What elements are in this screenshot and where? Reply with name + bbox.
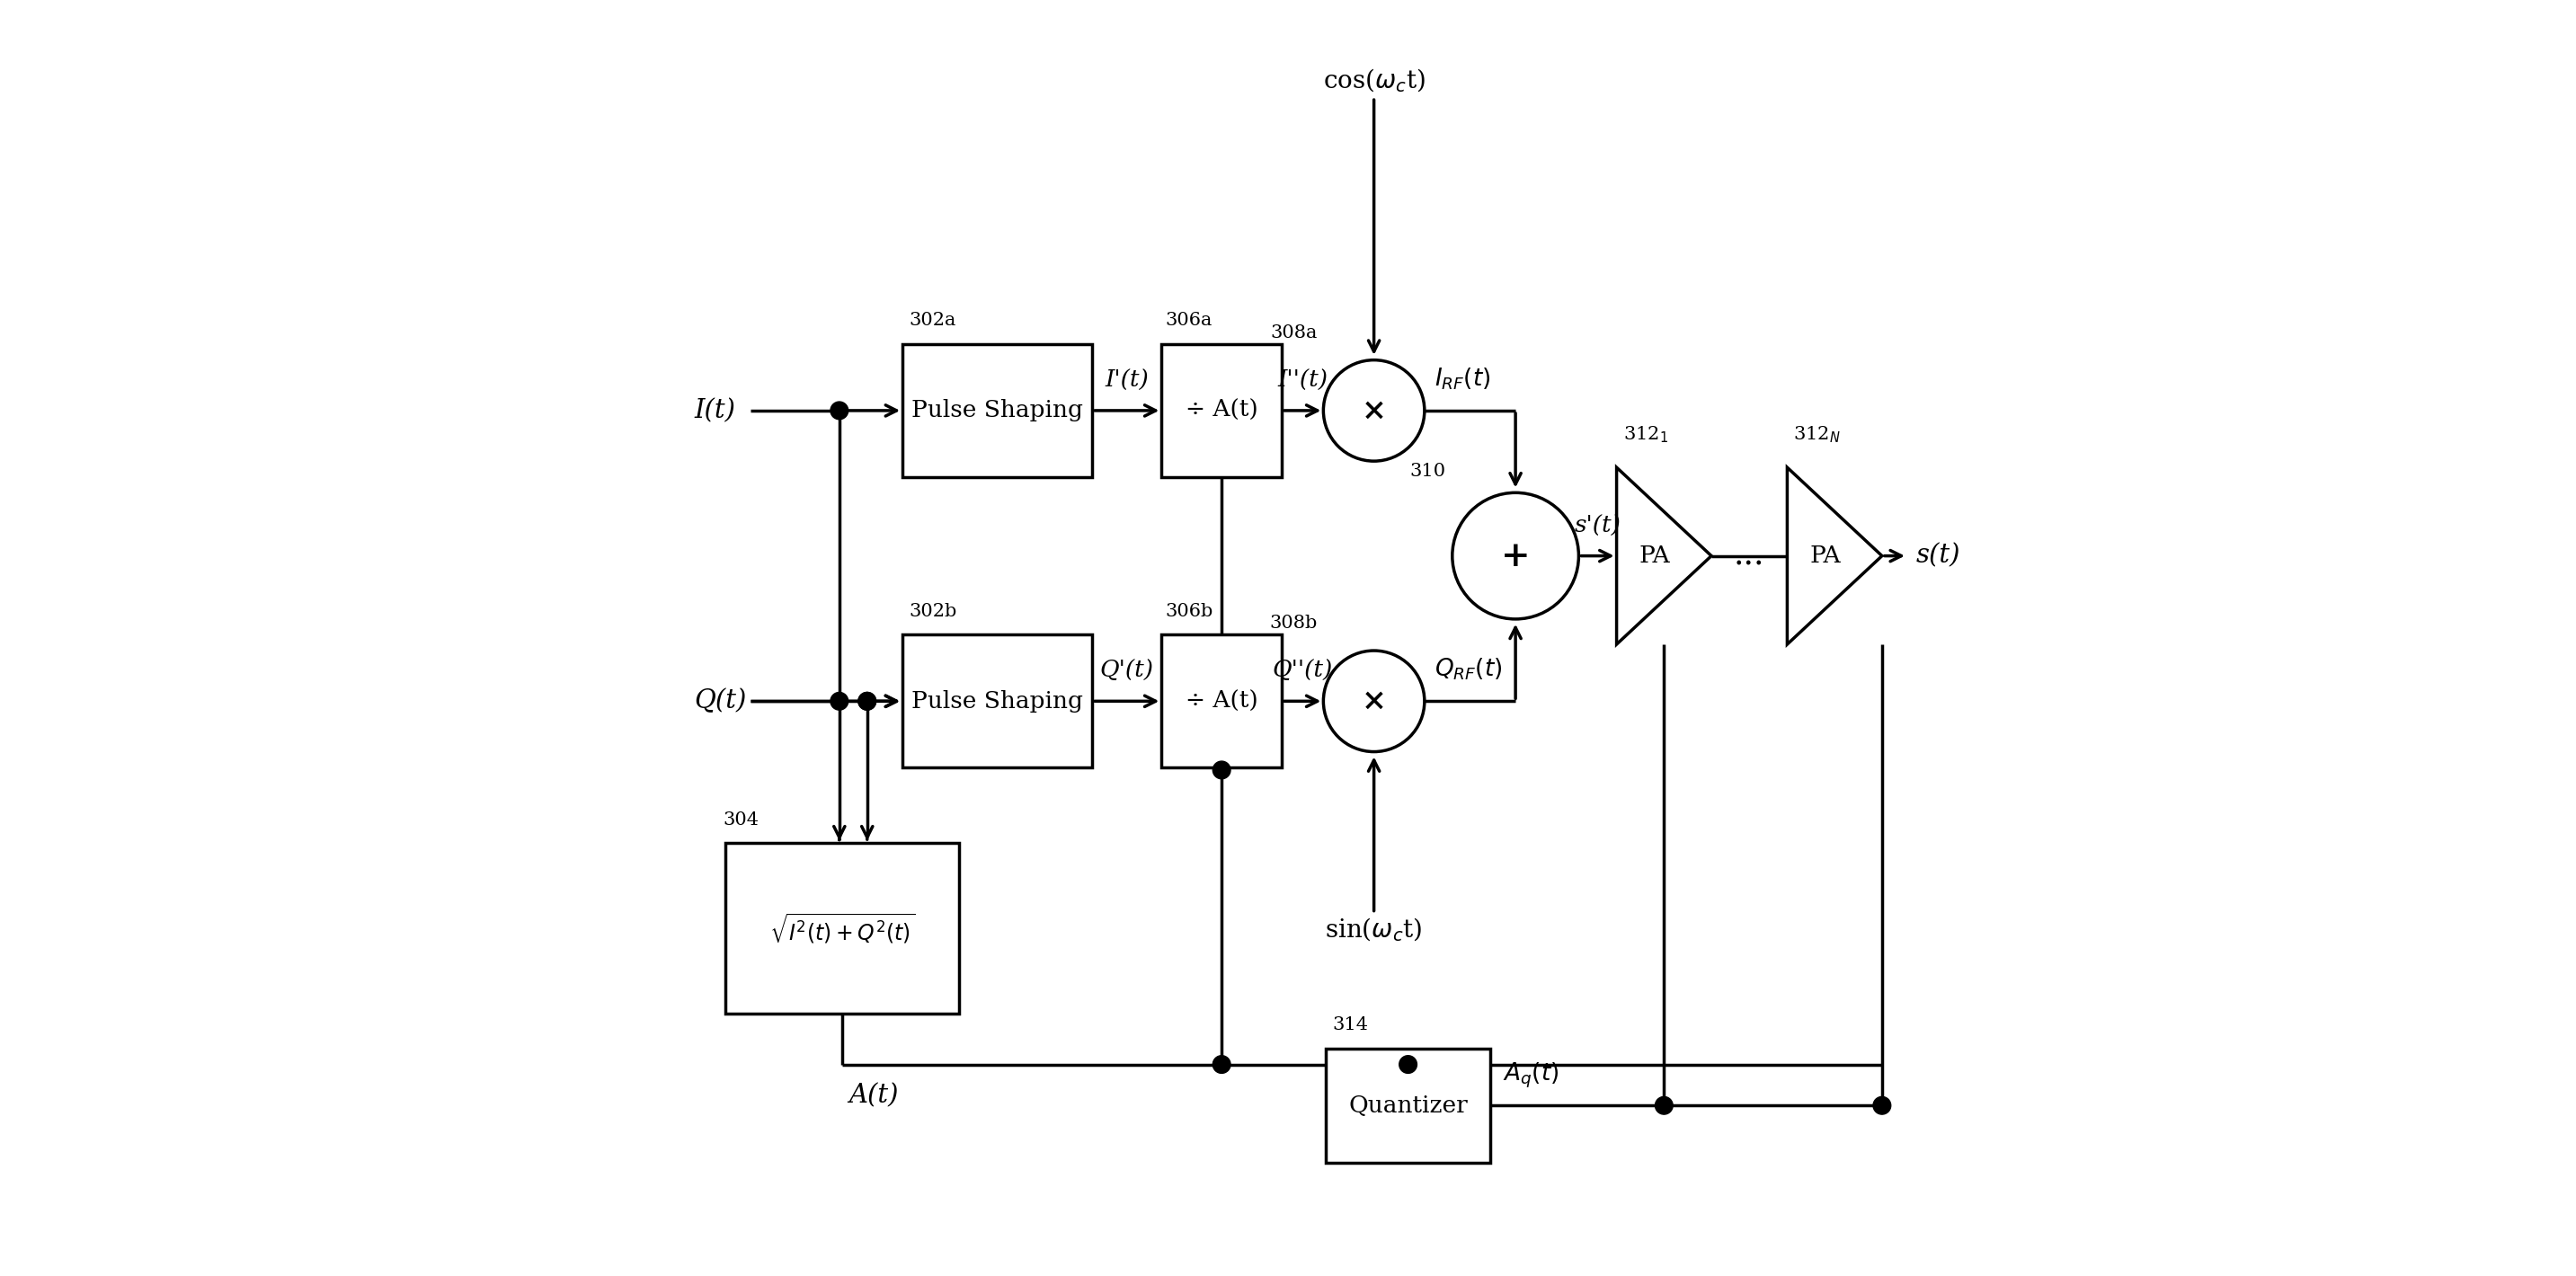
Circle shape xyxy=(1324,360,1425,461)
Text: cos($\omega_c$t): cos($\omega_c$t) xyxy=(1324,68,1425,94)
Text: I'(t): I'(t) xyxy=(1105,369,1149,392)
Text: 302a: 302a xyxy=(909,313,956,329)
Text: ×: × xyxy=(1360,396,1386,425)
FancyBboxPatch shape xyxy=(1162,345,1283,477)
Text: Q''(t): Q''(t) xyxy=(1273,660,1332,683)
Circle shape xyxy=(1213,1055,1231,1073)
Text: Q'(t): Q'(t) xyxy=(1100,660,1154,683)
Text: 312$_1$: 312$_1$ xyxy=(1623,425,1667,444)
FancyBboxPatch shape xyxy=(902,345,1092,477)
Circle shape xyxy=(858,693,876,709)
Text: 304: 304 xyxy=(724,812,760,828)
Text: PA: PA xyxy=(1808,545,1842,567)
Text: 308a: 308a xyxy=(1270,324,1316,341)
Text: Pulse Shaping: Pulse Shaping xyxy=(912,690,1082,712)
Text: A(t): A(t) xyxy=(850,1083,899,1109)
Text: 306b: 306b xyxy=(1164,602,1213,620)
Text: 302b: 302b xyxy=(909,602,956,620)
Text: ×: × xyxy=(1360,686,1386,716)
FancyBboxPatch shape xyxy=(1162,635,1283,767)
Text: 310: 310 xyxy=(1409,463,1445,480)
Text: 308b: 308b xyxy=(1270,615,1316,632)
Text: 314: 314 xyxy=(1332,1017,1368,1034)
Circle shape xyxy=(1324,651,1425,752)
FancyBboxPatch shape xyxy=(1327,1049,1489,1162)
Text: 306a: 306a xyxy=(1164,313,1213,329)
Circle shape xyxy=(1213,762,1231,778)
Circle shape xyxy=(1873,1096,1891,1114)
Text: s'(t): s'(t) xyxy=(1574,514,1620,537)
Text: ÷ A(t): ÷ A(t) xyxy=(1185,399,1257,422)
Circle shape xyxy=(829,402,848,420)
Circle shape xyxy=(829,693,848,709)
Text: Quantizer: Quantizer xyxy=(1347,1095,1468,1116)
Polygon shape xyxy=(1618,467,1710,644)
FancyBboxPatch shape xyxy=(902,635,1092,767)
Text: 312$_N$: 312$_N$ xyxy=(1793,425,1842,444)
Text: $\sqrt{I^2(t)+Q^2(t)}$: $\sqrt{I^2(t)+Q^2(t)}$ xyxy=(770,911,914,946)
Text: ÷ A(t): ÷ A(t) xyxy=(1185,690,1257,712)
Text: $A_q(t)$: $A_q(t)$ xyxy=(1502,1062,1558,1090)
Circle shape xyxy=(858,693,876,709)
Text: PA: PA xyxy=(1638,545,1669,567)
Circle shape xyxy=(1656,1096,1672,1114)
Text: +: + xyxy=(1502,538,1530,573)
Text: Pulse Shaping: Pulse Shaping xyxy=(912,399,1082,422)
Polygon shape xyxy=(1788,467,1883,644)
Text: Q(t): Q(t) xyxy=(693,689,747,713)
Circle shape xyxy=(1399,1055,1417,1073)
Text: sin($\omega_c$t): sin($\omega_c$t) xyxy=(1324,916,1422,943)
Text: ...: ... xyxy=(1734,541,1765,572)
Circle shape xyxy=(1453,493,1579,619)
Text: I''(t): I''(t) xyxy=(1278,369,1327,392)
Text: s(t): s(t) xyxy=(1917,544,1960,568)
Text: I(t): I(t) xyxy=(693,398,734,424)
FancyBboxPatch shape xyxy=(726,843,958,1014)
Text: $I_{RF}(t)$: $I_{RF}(t)$ xyxy=(1435,366,1492,392)
Text: $Q_{RF}(t)$: $Q_{RF}(t)$ xyxy=(1435,657,1502,683)
